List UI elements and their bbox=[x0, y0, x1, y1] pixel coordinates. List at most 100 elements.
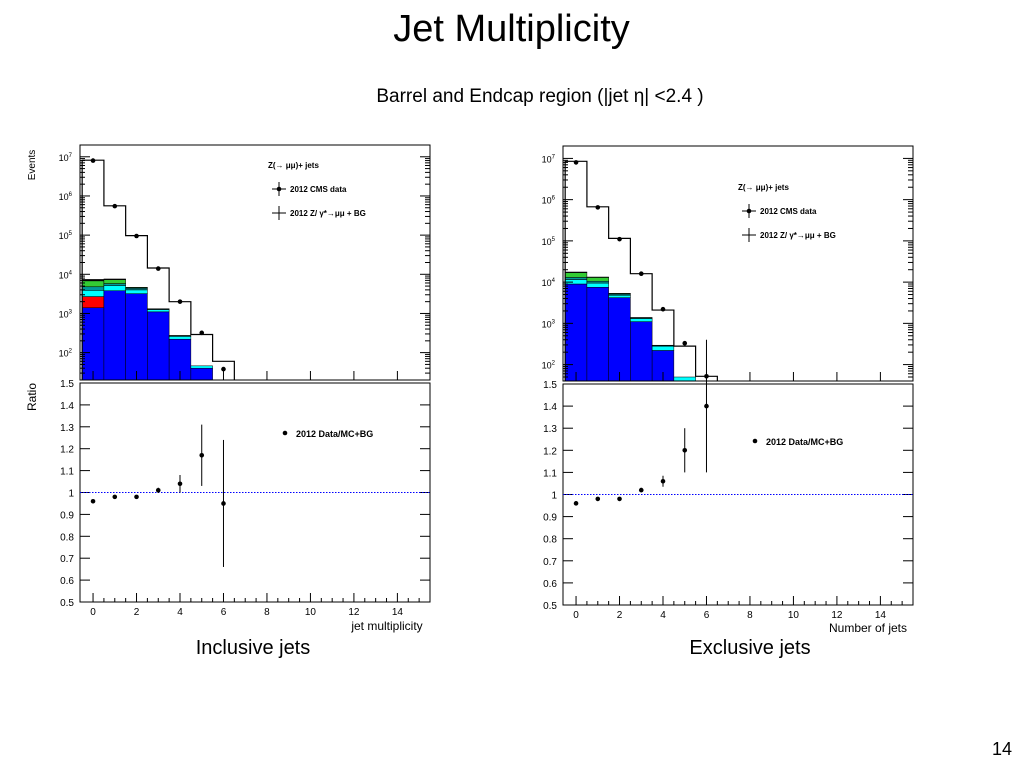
background-bar-green bbox=[586, 277, 609, 282]
ratio-point bbox=[573, 501, 579, 506]
x-tick-label: 4 bbox=[660, 610, 666, 621]
x-tick-label: 6 bbox=[704, 610, 710, 621]
ratio-tick-label: 1 bbox=[551, 491, 557, 502]
ratio-point bbox=[595, 496, 601, 502]
data-point bbox=[638, 271, 644, 277]
ratio-tick-label: 0.9 bbox=[60, 510, 74, 521]
ratio-tick-label: 1.3 bbox=[60, 423, 74, 434]
ratio-legend-marker bbox=[752, 438, 758, 444]
y-tick-label: 104 bbox=[542, 278, 556, 288]
inclusive-jets-caption: Inclusive jets bbox=[195, 637, 311, 659]
ratio-point bbox=[682, 448, 688, 453]
data-point bbox=[660, 306, 666, 312]
background-bar-blue bbox=[608, 297, 631, 381]
ratio-tick-label: 1.5 bbox=[543, 380, 557, 391]
ratio-legend-label: 2012 Data/MC+BG bbox=[296, 429, 373, 439]
y-tick-label: 104 bbox=[59, 270, 73, 280]
y-tick-label: 105 bbox=[542, 237, 556, 247]
ratio-tick-label: 0.5 bbox=[60, 598, 74, 609]
legend-data-marker bbox=[746, 208, 752, 214]
x-axis-label: Number of jets bbox=[829, 621, 907, 635]
background-bar-teal bbox=[586, 280, 609, 284]
ratio-tick-label: 0.7 bbox=[543, 557, 557, 568]
y-tick-label: 107 bbox=[59, 153, 73, 163]
ratio-tick-label: 0.6 bbox=[543, 579, 557, 590]
data-point bbox=[112, 203, 118, 209]
data-point bbox=[682, 340, 688, 346]
y-tick-label: 107 bbox=[542, 154, 556, 164]
ratio-point bbox=[90, 498, 96, 504]
ratio-tick-label: 0.6 bbox=[60, 576, 74, 587]
slide-title: Jet Multiplicity bbox=[393, 8, 630, 50]
legend-mc-label: 2012 Z/ γ*→μμ + BG bbox=[290, 209, 366, 218]
x-tick-label: 10 bbox=[788, 610, 800, 621]
background-bar-teal bbox=[564, 277, 588, 280]
legend-header: Z(→ μμ)+ jets bbox=[738, 183, 789, 192]
ratio-tick-label: 0.8 bbox=[60, 532, 74, 543]
data-point bbox=[617, 236, 622, 242]
background-bar-cyan bbox=[586, 282, 609, 288]
stacked-background bbox=[81, 278, 213, 380]
background-bar-blue bbox=[630, 321, 653, 381]
ratio-legend-marker bbox=[282, 430, 288, 436]
ratio-point bbox=[155, 488, 161, 493]
y-tick-label: 105 bbox=[59, 231, 73, 241]
data-point bbox=[155, 266, 161, 271]
data-point bbox=[221, 366, 226, 372]
y-tick-label: 102 bbox=[59, 349, 73, 359]
y-tick-label: 103 bbox=[59, 309, 73, 319]
ratio-tick-label: 1.4 bbox=[543, 402, 557, 413]
data-point bbox=[595, 205, 601, 210]
legend-data-marker bbox=[276, 186, 282, 192]
page-number: 14 bbox=[991, 739, 1012, 759]
x-axis-label: jet multiplicity bbox=[350, 619, 422, 633]
y-tick-label: 106 bbox=[59, 192, 73, 202]
exclusive-jets-caption: Exclusive jets bbox=[689, 637, 811, 659]
y-axis-label-top: Events bbox=[27, 150, 38, 181]
background-bar-cyan bbox=[608, 295, 631, 298]
x-tick-label: 2 bbox=[617, 610, 623, 621]
slide-subtitle: Barrel and Endcap region (|jet η| <2.4 ) bbox=[376, 86, 704, 107]
ratio-tick-label: 1.3 bbox=[543, 424, 557, 435]
legend-data-label: 2012 CMS data bbox=[290, 185, 347, 194]
background-bar-blue bbox=[586, 287, 609, 381]
x-tick-label: 6 bbox=[221, 607, 227, 618]
x-tick-label: 10 bbox=[305, 607, 317, 618]
x-tick-label: 0 bbox=[573, 610, 579, 621]
x-tick-label: 12 bbox=[831, 610, 843, 621]
y-tick-label: 102 bbox=[542, 361, 556, 371]
data-point bbox=[573, 160, 579, 165]
ratio-point bbox=[221, 501, 226, 506]
x-tick-label: 4 bbox=[177, 607, 183, 618]
ratio-tick-label: 1.4 bbox=[60, 401, 74, 412]
ratio-point bbox=[638, 487, 644, 493]
background-bar-black bbox=[103, 278, 126, 280]
background-bar-cyan bbox=[190, 365, 213, 369]
data-point bbox=[134, 233, 139, 239]
ratio-point bbox=[134, 494, 139, 500]
ratio-legend-label: 2012 Data/MC+BG bbox=[766, 437, 843, 447]
x-tick-label: 8 bbox=[747, 610, 753, 621]
ratio-tick-label: 1 bbox=[68, 489, 74, 500]
background-bar-cyan bbox=[673, 376, 696, 381]
data-point bbox=[177, 299, 183, 304]
x-tick-label: 2 bbox=[134, 607, 140, 618]
ratio-tick-label: 1.2 bbox=[543, 446, 557, 457]
background-bar-cyan bbox=[630, 318, 653, 322]
background-bar-cyan bbox=[651, 345, 675, 351]
ratio-tick-label: 0.5 bbox=[543, 601, 557, 612]
ratio-tick-label: 1.1 bbox=[60, 467, 74, 478]
background-bar-green bbox=[564, 272, 588, 278]
stacked-background bbox=[564, 271, 696, 381]
legend-data-label: 2012 CMS data bbox=[760, 207, 817, 216]
ratio-point bbox=[112, 494, 118, 500]
ratio-tick-label: 1.5 bbox=[60, 379, 74, 390]
data-point bbox=[90, 158, 96, 163]
x-tick-label: 14 bbox=[875, 610, 887, 621]
ratio-point bbox=[704, 403, 709, 409]
data-point bbox=[199, 330, 205, 336]
ratio-point bbox=[617, 496, 622, 502]
top-pad-frame bbox=[562, 145, 914, 382]
